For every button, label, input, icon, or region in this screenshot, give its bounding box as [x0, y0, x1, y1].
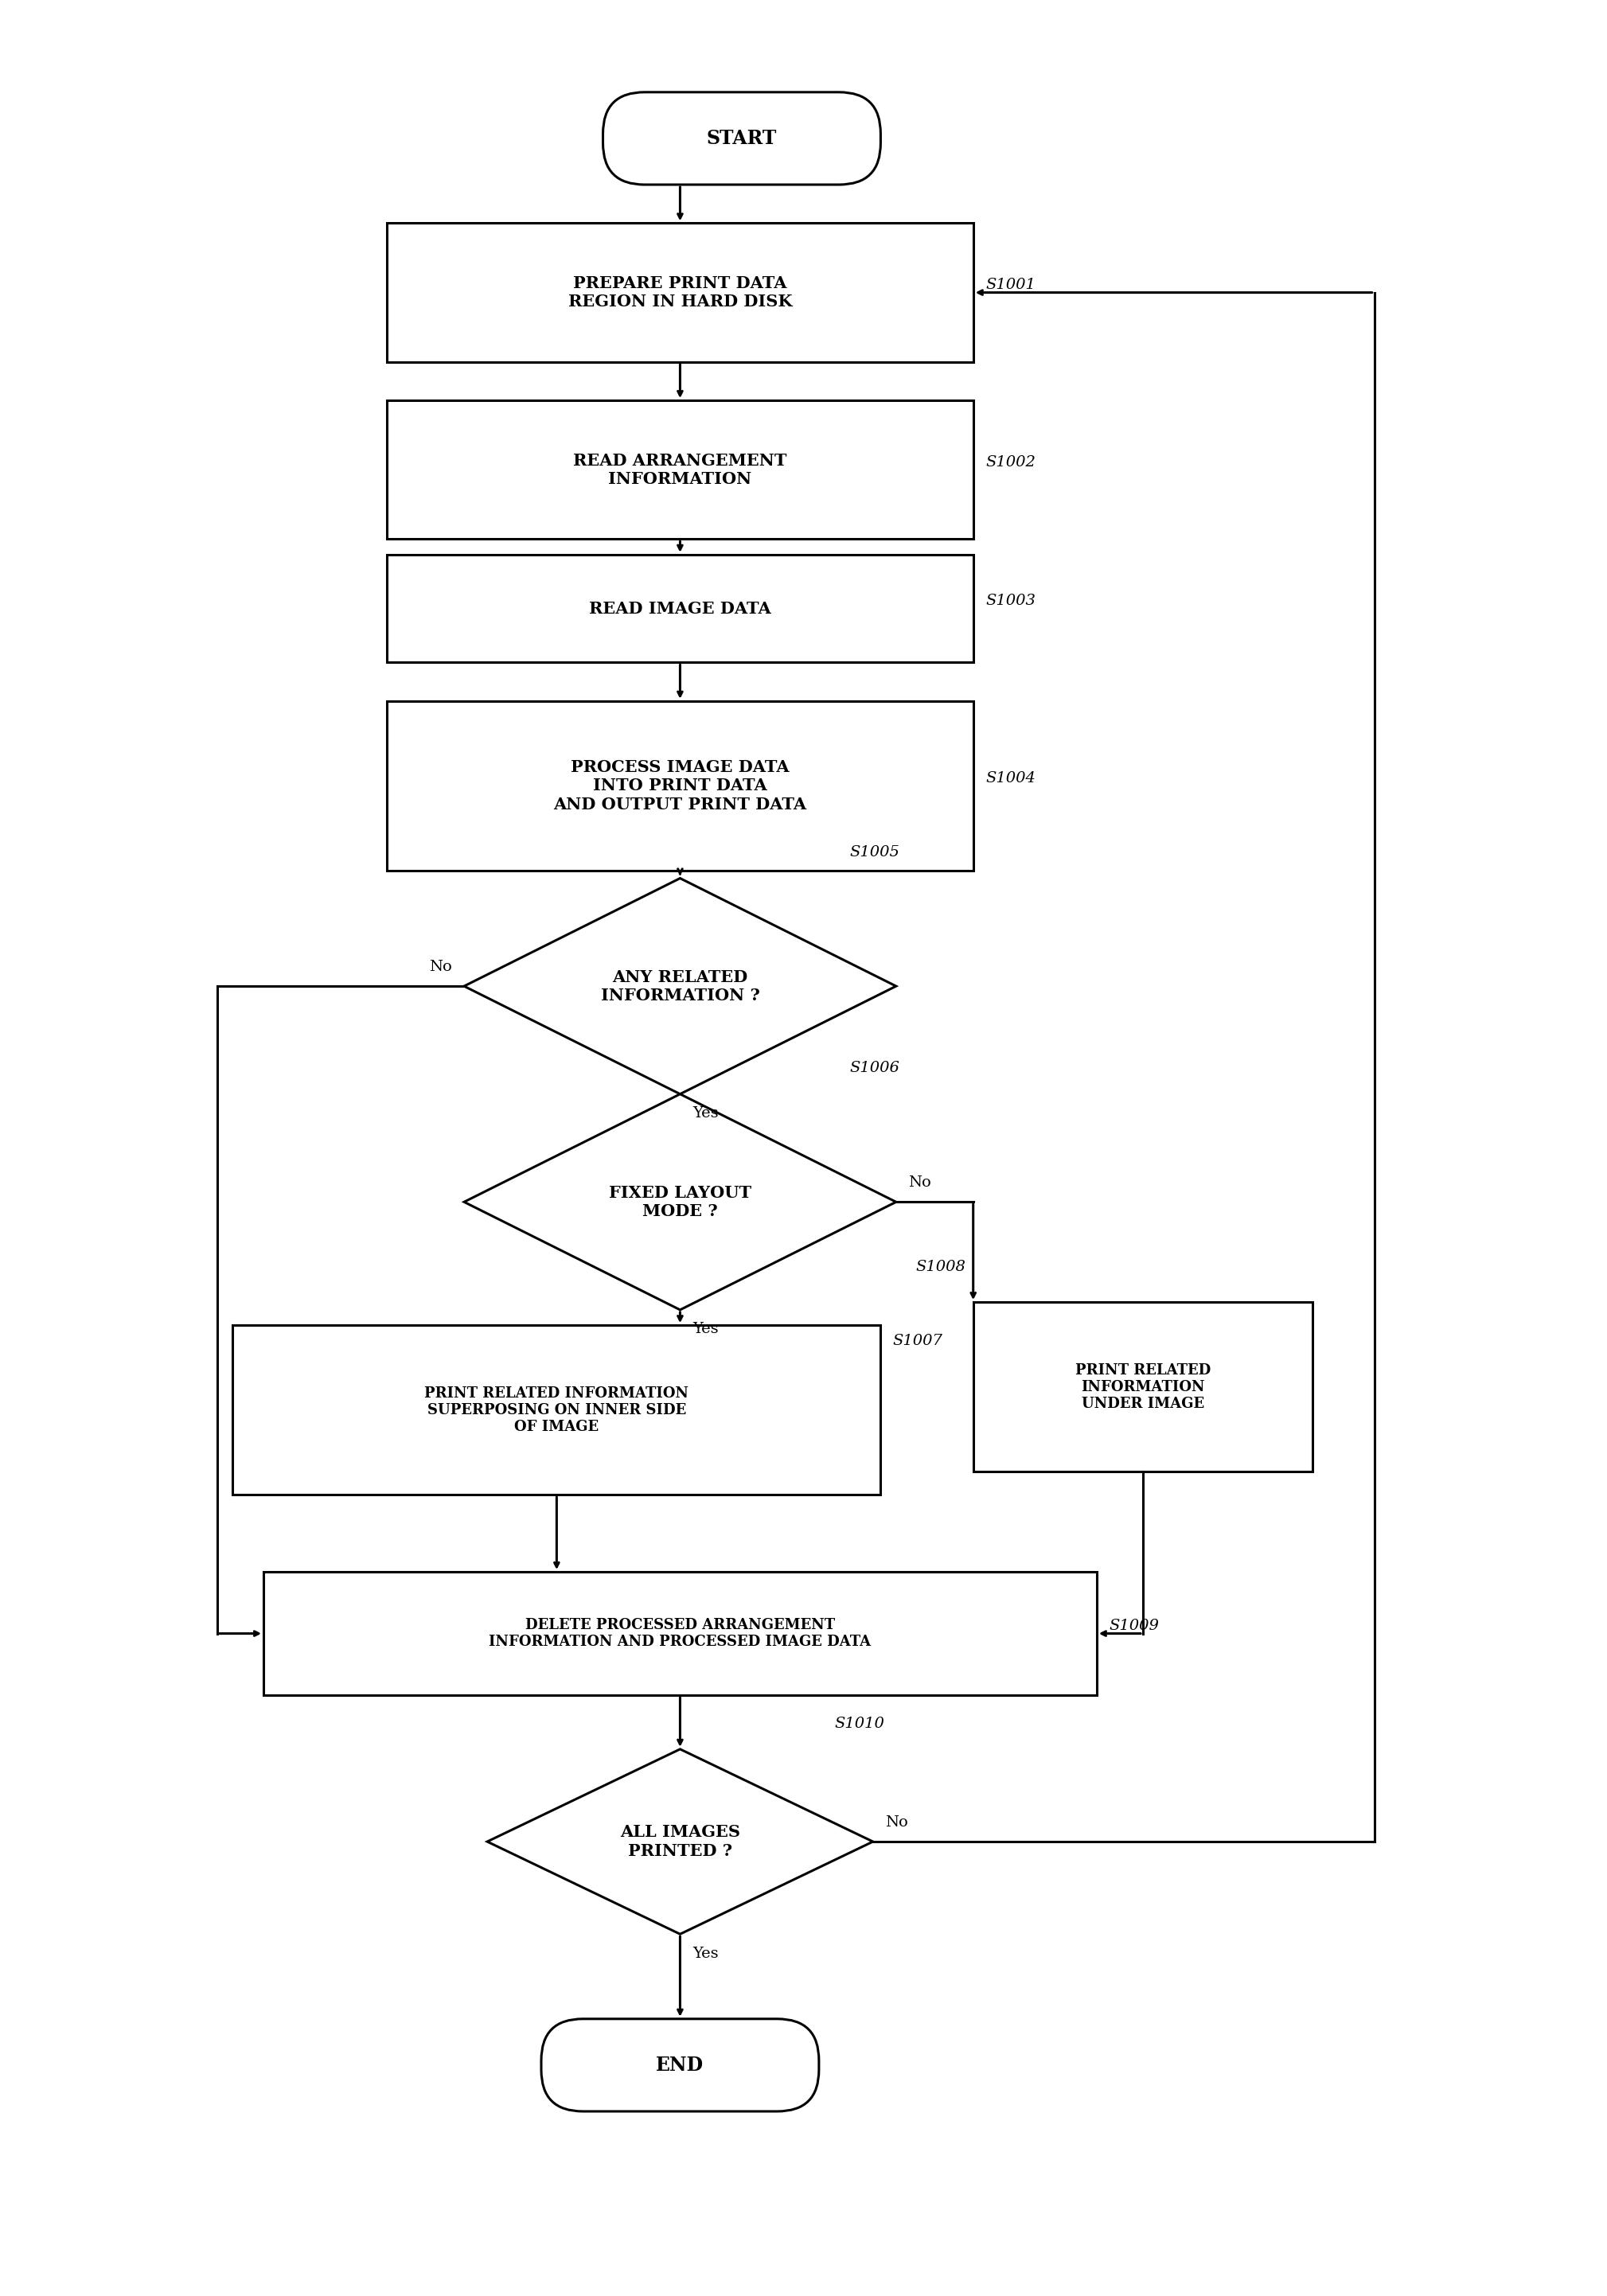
Text: FIXED LAYOUT
MODE ?: FIXED LAYOUT MODE ? [609, 1185, 752, 1219]
Text: S1010: S1010 [834, 1717, 884, 1731]
FancyBboxPatch shape [542, 2018, 820, 2112]
Text: Yes: Yes [693, 1947, 718, 1961]
Text: READ ARRANGEMENT
INFORMATION: READ ARRANGEMENT INFORMATION [574, 452, 787, 487]
Text: S1002: S1002 [985, 455, 1035, 468]
FancyBboxPatch shape [264, 1573, 1096, 1694]
Text: Yes: Yes [693, 1107, 718, 1120]
Text: Yes: Yes [693, 1322, 718, 1336]
Text: ANY RELATED
INFORMATION ?: ANY RELATED INFORMATION ? [601, 969, 760, 1003]
Text: S1005: S1005 [850, 845, 900, 859]
Text: ALL IMAGES
PRINTED ?: ALL IMAGES PRINTED ? [620, 1825, 741, 1860]
Text: No: No [885, 1814, 908, 1830]
Text: S1009: S1009 [1109, 1619, 1159, 1632]
Text: START: START [707, 129, 776, 147]
Polygon shape [464, 879, 897, 1095]
Text: S1003: S1003 [985, 595, 1035, 608]
Text: S1008: S1008 [916, 1261, 966, 1274]
Text: PREPARE PRINT DATA
REGION IN HARD DISK: PREPARE PRINT DATA REGION IN HARD DISK [567, 276, 792, 310]
FancyBboxPatch shape [233, 1325, 881, 1495]
Polygon shape [487, 1750, 873, 1933]
FancyBboxPatch shape [603, 92, 881, 184]
Text: END: END [656, 2055, 704, 2076]
Text: PRINT RELATED INFORMATION
SUPERPOSING ON INNER SIDE
OF IMAGE: PRINT RELATED INFORMATION SUPERPOSING ON… [424, 1387, 689, 1433]
FancyBboxPatch shape [387, 223, 974, 363]
FancyBboxPatch shape [387, 700, 974, 870]
Text: PROCESS IMAGE DATA
INTO PRINT DATA
AND OUTPUT PRINT DATA: PROCESS IMAGE DATA INTO PRINT DATA AND O… [553, 760, 807, 813]
Text: S1001: S1001 [985, 278, 1035, 292]
Text: PRINT RELATED
INFORMATION
UNDER IMAGE: PRINT RELATED INFORMATION UNDER IMAGE [1075, 1364, 1210, 1410]
Text: S1004: S1004 [985, 771, 1035, 785]
Text: No: No [429, 960, 452, 974]
FancyBboxPatch shape [974, 1302, 1313, 1472]
Text: READ IMAGE DATA: READ IMAGE DATA [590, 602, 771, 618]
Text: S1007: S1007 [893, 1334, 943, 1348]
Text: No: No [908, 1176, 932, 1189]
FancyBboxPatch shape [387, 400, 974, 540]
Text: S1006: S1006 [850, 1061, 900, 1075]
Polygon shape [464, 1095, 897, 1309]
Text: DELETE PROCESSED ARRANGEMENT
INFORMATION AND PROCESSED IMAGE DATA: DELETE PROCESSED ARRANGEMENT INFORMATION… [489, 1619, 871, 1649]
FancyBboxPatch shape [387, 556, 974, 664]
